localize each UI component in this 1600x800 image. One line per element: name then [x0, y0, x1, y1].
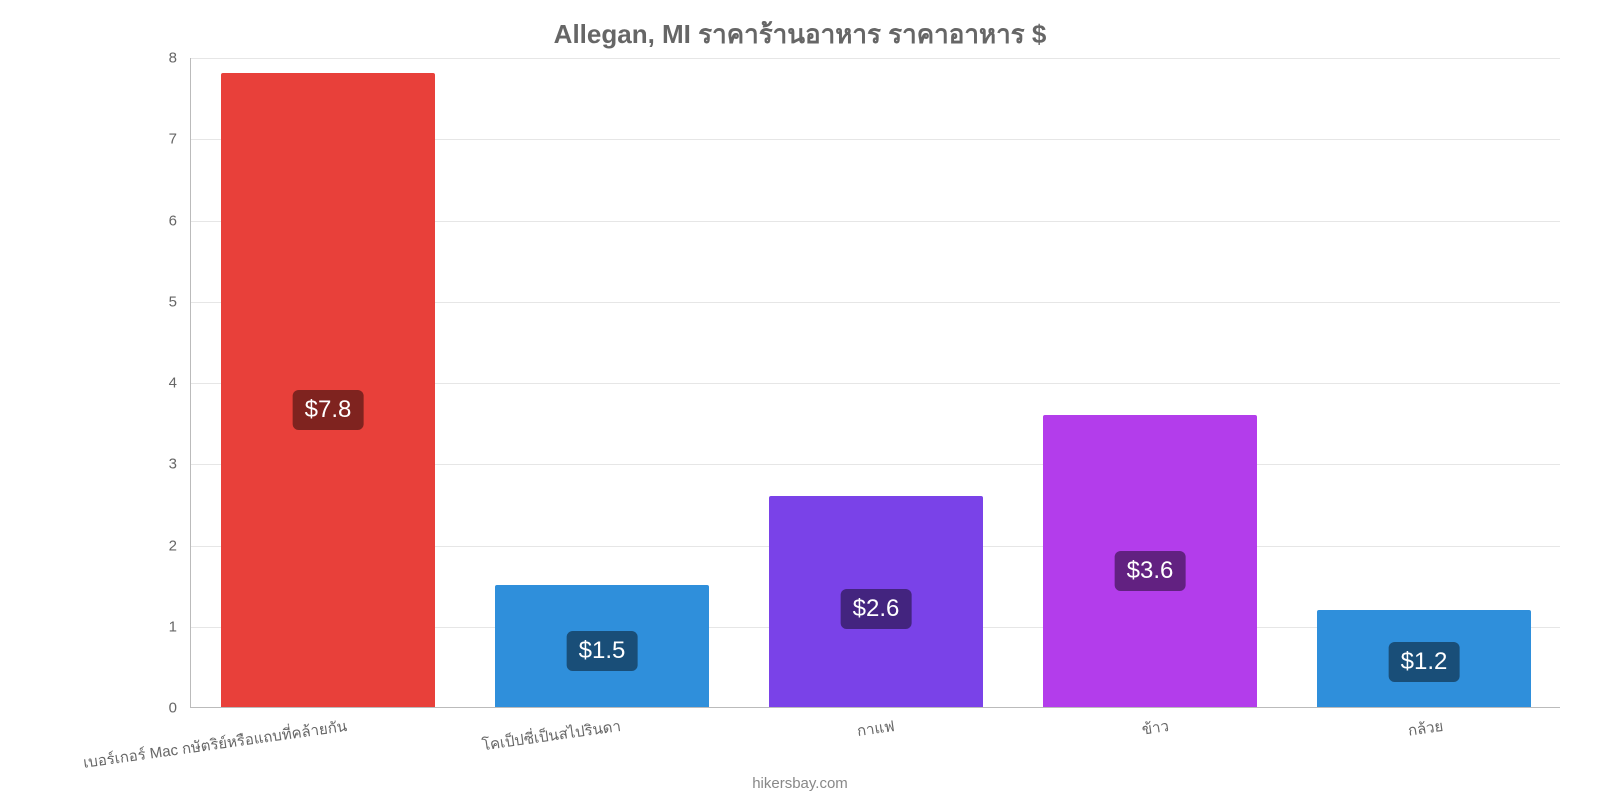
value-badge: $1.5: [567, 631, 638, 671]
ytick-label: 4: [169, 375, 177, 392]
ytick-label: 3: [169, 456, 177, 473]
xtick-label: กาแฟ: [856, 714, 897, 743]
x-axis-labels: เบอร์เกอร์ Mac กษัตริย์หรือแถบที่คล้ายกั…: [190, 708, 1560, 768]
ytick-label: 0: [169, 700, 177, 717]
xtick-label: ข้าว: [1140, 714, 1170, 742]
gridline: [191, 58, 1560, 59]
ytick-label: 8: [169, 50, 177, 67]
y-axis-labels: 0 1 2 3 4 5 6 7 8: [0, 58, 185, 708]
value-badge: $7.8: [293, 390, 364, 430]
value-badge: $1.2: [1389, 642, 1460, 682]
value-badge: $3.6: [1115, 551, 1186, 591]
price-bar-chart: Allegan, MI ราคาร้านอาหาร ราคาอาหาร $ 0 …: [0, 0, 1600, 800]
plot-area: $7.8 $1.5 $2.6 $3.6 $1.2: [190, 58, 1560, 708]
value-badge: $2.6: [841, 589, 912, 629]
xtick-label: เบอร์เกอร์ Mac กษัตริย์หรือแถบที่คล้ายกั…: [81, 714, 348, 775]
xtick-label: กล้วย: [1406, 714, 1444, 743]
ytick-label: 5: [169, 293, 177, 310]
attribution-text: hikersbay.com: [0, 775, 1600, 792]
ytick-label: 7: [169, 131, 177, 148]
chart-title: Allegan, MI ราคาร้านอาหาร ราคาอาหาร $: [0, 14, 1600, 55]
ytick-label: 6: [169, 212, 177, 229]
ytick-label: 2: [169, 537, 177, 554]
xtick-label: โคเป็ปซี่เป็นสไปรินดา: [480, 714, 622, 757]
ytick-label: 1: [169, 618, 177, 635]
